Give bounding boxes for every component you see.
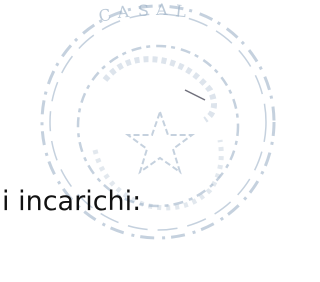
svg-text:A: A xyxy=(115,2,130,22)
svg-text:C: C xyxy=(97,5,113,26)
svg-text:A: A xyxy=(155,0,168,19)
svg-text:S: S xyxy=(138,1,149,20)
body-text: i incarichi: xyxy=(2,186,141,217)
svg-text:L: L xyxy=(175,1,188,21)
stamp: C A S A L xyxy=(0,0,298,282)
document-page: C A S A L i incarichi: xyxy=(0,0,298,282)
